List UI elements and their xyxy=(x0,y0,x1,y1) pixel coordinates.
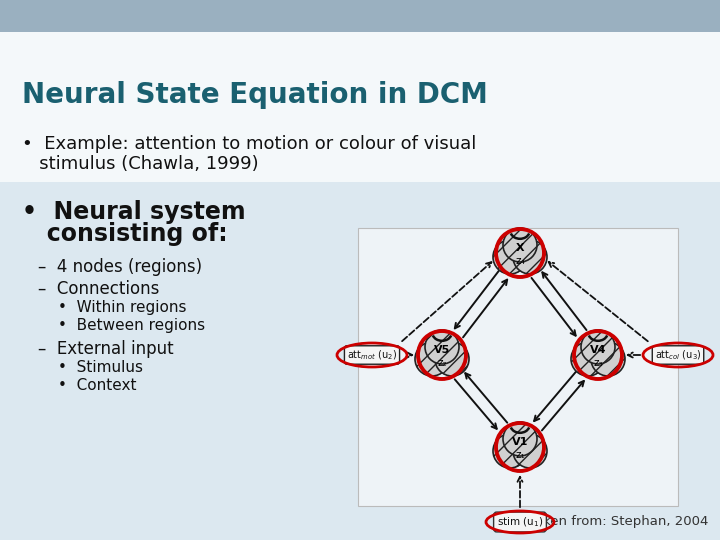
Text: att$_{col}$ (u$_3$): att$_{col}$ (u$_3$) xyxy=(654,348,701,362)
Circle shape xyxy=(425,330,459,364)
Circle shape xyxy=(435,342,469,376)
Text: –  External input: – External input xyxy=(38,340,174,358)
Text: stim (u$_1$): stim (u$_1$) xyxy=(497,515,544,529)
FancyArrowPatch shape xyxy=(534,372,576,421)
Text: V1: V1 xyxy=(512,437,528,447)
Text: z₁: z₁ xyxy=(515,450,525,460)
Text: z₂: z₂ xyxy=(437,358,447,368)
Circle shape xyxy=(503,422,537,456)
FancyArrowPatch shape xyxy=(542,381,584,430)
FancyArrowPatch shape xyxy=(465,373,508,423)
Circle shape xyxy=(513,434,547,468)
FancyBboxPatch shape xyxy=(0,32,720,182)
Circle shape xyxy=(503,228,537,262)
Circle shape xyxy=(493,240,527,274)
Circle shape xyxy=(591,342,625,376)
FancyArrowPatch shape xyxy=(531,278,576,336)
FancyArrowPatch shape xyxy=(455,271,499,328)
Circle shape xyxy=(415,342,449,376)
FancyArrowPatch shape xyxy=(628,353,640,357)
Text: V5: V5 xyxy=(434,345,450,355)
Text: •  Within regions: • Within regions xyxy=(58,300,186,315)
Text: •  Context: • Context xyxy=(58,378,137,393)
FancyBboxPatch shape xyxy=(358,228,678,506)
Text: V4: V4 xyxy=(590,345,606,355)
Text: –  4 nodes (regions): – 4 nodes (regions) xyxy=(38,258,202,276)
FancyArrowPatch shape xyxy=(518,477,523,507)
Text: •  Example: attention to motion or colour of visual: • Example: attention to motion or colour… xyxy=(22,135,477,153)
Circle shape xyxy=(581,330,615,364)
FancyBboxPatch shape xyxy=(0,0,720,32)
FancyArrowPatch shape xyxy=(549,262,648,341)
Circle shape xyxy=(571,342,605,376)
Circle shape xyxy=(493,434,527,468)
Text: •  Stimulus: • Stimulus xyxy=(58,360,143,375)
FancyArrowPatch shape xyxy=(408,353,413,357)
FancyArrowPatch shape xyxy=(455,379,497,429)
Text: X: X xyxy=(516,243,524,253)
Text: Taken from: Stephan, 2004: Taken from: Stephan, 2004 xyxy=(528,515,708,528)
Text: Neural State Equation in DCM: Neural State Equation in DCM xyxy=(22,81,488,109)
FancyArrowPatch shape xyxy=(542,272,587,330)
Text: –  Connections: – Connections xyxy=(38,280,159,298)
Text: z₄: z₄ xyxy=(515,256,525,266)
Text: z₃: z₃ xyxy=(593,358,603,368)
FancyArrowPatch shape xyxy=(402,262,492,341)
FancyArrowPatch shape xyxy=(463,280,507,338)
Text: consisting of:: consisting of: xyxy=(22,222,228,246)
Text: •  Neural system: • Neural system xyxy=(22,200,246,224)
Circle shape xyxy=(513,240,547,274)
Text: att$_{mot}$ (u$_2$): att$_{mot}$ (u$_2$) xyxy=(347,348,397,362)
FancyBboxPatch shape xyxy=(0,180,720,540)
Text: stimulus (Chawla, 1999): stimulus (Chawla, 1999) xyxy=(22,155,258,173)
Text: •  Between regions: • Between regions xyxy=(58,318,205,333)
